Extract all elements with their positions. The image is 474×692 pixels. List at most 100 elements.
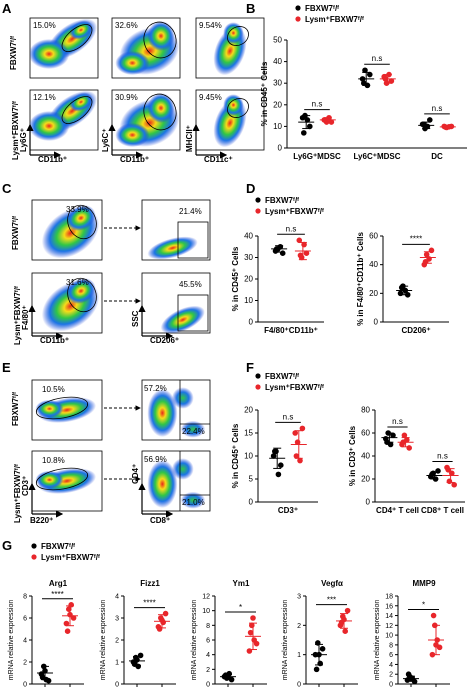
panel-label-d: D [246,181,255,196]
legend-label-ctrl: FBXW7ᶠ/ᶠ [305,4,339,13]
y-tick-label: 8 [206,623,210,630]
density-blob [115,123,150,147]
legend-marker-ko [295,16,301,22]
y-tick-label: 0 [389,682,393,689]
density-blob [171,387,194,409]
y-tick-label: 16 [385,603,393,610]
y-axis-label: mRNA relative expression [282,600,289,681]
significance-label: **** [143,599,155,608]
plot-frame [31,272,103,334]
data-point [279,250,286,256]
plot-frame [31,199,103,261]
density-blob [223,22,244,44]
y-tick-label: 8 [389,642,393,649]
legend-label-ctrl: FBXW7ᶠ/ᶠ [265,372,299,381]
y-tick-label: 4 [389,662,393,669]
y-tick-label: 30 [244,253,253,262]
plot-density [35,468,97,494]
chart-g2: 0 1 2 3 4 **** Fizz1 mRNA relative expression [100,579,176,689]
data-point [296,237,303,244]
plot-frame [141,379,211,441]
data-point [272,448,278,455]
y-axis-label: mRNA relative expression [374,600,381,681]
gate-percent: 33.9% [66,205,89,214]
density-blob [147,93,175,123]
plot-density [213,22,247,76]
y-axis-label: % in CD45⁺ Cells [231,423,240,488]
gate-percent: 21.0% [182,498,205,507]
y-tick-label: 40 [244,232,253,241]
chart-f1: 0 5 10 15 20 n.s CD3⁺ % in CD45⁺ Cells [231,406,318,515]
y-tick-label: 6 [389,652,393,659]
gate-percent: 30.9% [115,93,138,102]
y-tick-label: 0 [374,318,379,327]
y-axis-label: % in CD45⁺ Cells [231,246,240,311]
y-tick-label: 12 [385,623,393,630]
density-blob [66,205,96,231]
legend-marker-ctrl [295,5,301,11]
density-blob [160,305,205,333]
density-blob [223,94,244,116]
flow-ylabel: MHCII⁺ [185,125,194,152]
data-point [45,677,52,684]
y-tick-label: 6 [206,638,210,645]
y-axis-label: mRNA relative expression [100,600,107,681]
data-point [301,130,307,136]
legend-marker-ko [255,208,261,214]
row-label: Lysm⁺FBXW7ᶠ/ᶠ [13,464,22,523]
legend-label-ko: Lysm⁺FBXW7ᶠ/ᶠ [265,207,324,216]
chart-g4: 0 1 2 3 *** Vegfα mRNA relative expression [282,579,358,689]
y-tick-label: 0 [23,682,27,689]
density-blob [147,21,175,51]
data-point [162,610,169,617]
gate-ellipse [35,396,89,420]
flow-plot-c-right [141,199,211,261]
gate-ellipse [61,24,93,52]
data-point [307,123,313,130]
y-tick-label: 3 [297,594,301,601]
plot-frame [141,450,211,512]
data-point [156,626,163,632]
y-tick-label: 2 [115,638,119,645]
y-axis-label: mRNA relative expression [191,600,198,681]
data-point [319,646,326,652]
y-tick-label: 4 [115,594,119,601]
y-tick-label: 80 [361,406,370,415]
flow-plot-a-1-1 [111,89,181,151]
y-tick-label: 8 [23,594,27,601]
flow-xlabel: B220⁺ [30,516,53,525]
y-tick-label: 6 [23,616,27,623]
chart-title: Ym1 [233,579,250,588]
flow-ylabel: Ly6G⁺ [19,128,28,152]
data-point [39,674,46,681]
data-point [250,615,256,621]
plot-density [30,18,97,69]
panel-label-b: B [246,1,255,16]
flow-ylabel: F4/80⁺ [21,305,30,330]
gate-percent: 21.4% [179,207,202,216]
flow-xlabel: CD11b⁺ [40,336,69,345]
gate-ellipse [143,93,177,131]
flow-xlabel: CD206⁺ [150,336,179,345]
plot-density [115,93,180,147]
flow-ylabel: CD4⁺ [131,464,140,484]
y-tick-label: 20 [369,289,378,298]
y-tick-label: 2 [297,623,301,630]
flow-ylabel: SSC [131,310,140,327]
chart-g1: 0 2 4 6 8 **** Arg1 mRNA relative expression [8,579,84,689]
plot-frame [111,89,181,151]
data-point [293,453,300,459]
significance-label: **** [51,590,63,599]
data-point [451,481,458,488]
gate-percent: 10.5% [42,385,65,394]
legend-marker-ctrl [31,543,37,549]
chart-g3: 0 2 4 6 8 10 12 * Ym1 mRNA relative expression [191,579,267,689]
data-point [63,620,70,627]
row-label: FBXW7ᶠ/ᶠ [11,392,20,426]
significance-label: *** [327,596,336,605]
y-tick-label: 10 [202,608,210,615]
density-blob [30,39,70,69]
significance-label: n.s [432,104,443,113]
x-category-label: Ly6G⁺MDSC [293,152,341,161]
